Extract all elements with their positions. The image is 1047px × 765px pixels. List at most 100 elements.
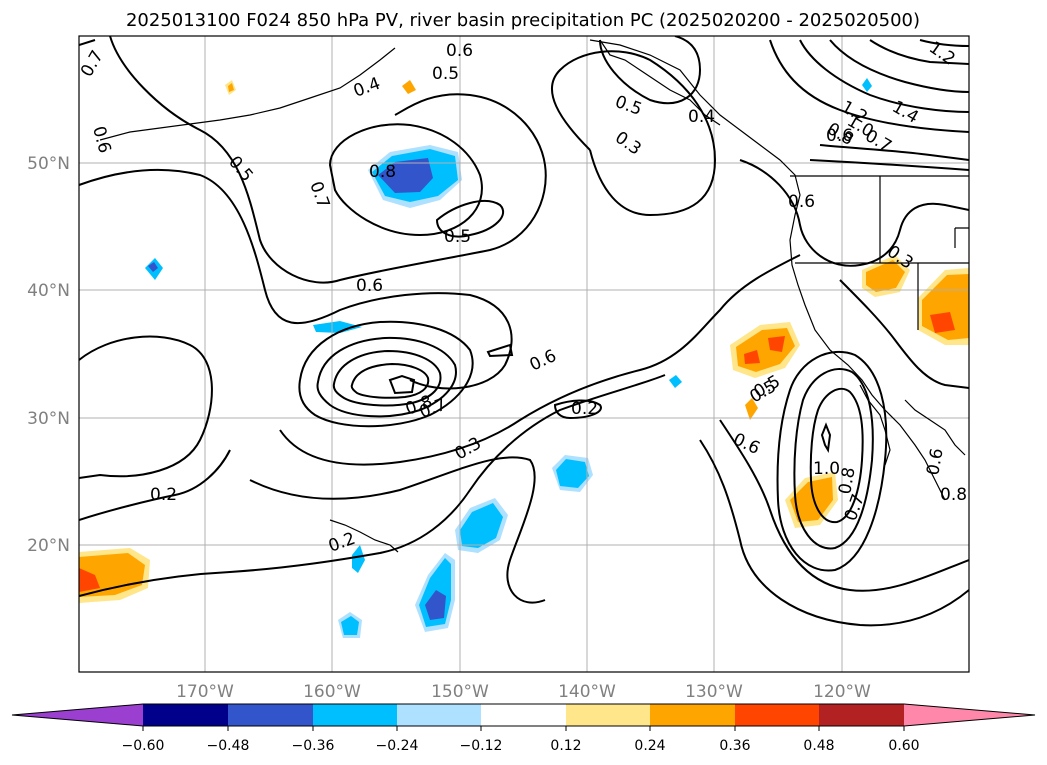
- contour-line: [550, 50, 717, 217]
- map-frame: [78, 35, 970, 673]
- contour-line: [799, 39, 969, 113]
- graticule: [79, 36, 969, 672]
- y-tick-labels: 50°N 40°N 30°N 20°N: [27, 154, 70, 556]
- contour-label: 0.5: [432, 64, 459, 84]
- contour-line: [298, 320, 474, 428]
- colorbar-bin: [650, 704, 735, 726]
- map-area: 0.7 0.6 0.5 0.6 0.4 0.5 0.5 0.8 0.7 0.5 …: [79, 36, 969, 672]
- x-tick-label: 130°W: [685, 682, 743, 702]
- contour-line: [79, 39, 96, 46]
- precip-anomaly-area: [745, 398, 758, 420]
- contour-line: [553, 399, 602, 420]
- colorbar-bin: [819, 704, 904, 726]
- precip-anomaly-area: [556, 459, 589, 488]
- contour-label: 0.6: [923, 447, 947, 477]
- state-border: [954, 227, 969, 248]
- y-tick-label: 30°N: [27, 409, 70, 429]
- colorbar-bin: [228, 704, 313, 726]
- contour-line: [599, 36, 702, 105]
- colorbar-bin: [566, 704, 650, 726]
- contour-line: [793, 368, 874, 550]
- contour-line: [249, 456, 546, 604]
- contour-line: [809, 387, 864, 524]
- contour-line: [350, 362, 430, 399]
- colorbar-over-extension: [904, 704, 1035, 726]
- contour-label: 0.8: [369, 162, 396, 182]
- y-tick-label: 40°N: [27, 281, 70, 301]
- precip-anomaly-area: [425, 590, 446, 620]
- contour-label: 0.8: [835, 466, 859, 496]
- contour-line: [919, 39, 969, 47]
- precip-anomaly-area: [768, 336, 785, 352]
- colorbar-bin: [481, 704, 566, 726]
- contour-line: [719, 419, 969, 592]
- coastline: [904, 399, 966, 456]
- contour-line: [79, 374, 666, 597]
- contour-line: [79, 335, 213, 479]
- coastline: [589, 39, 946, 501]
- precip-anomaly-area: [460, 503, 503, 548]
- colorbar-bin: [313, 704, 397, 726]
- y-tick-label: 20°N: [27, 536, 70, 556]
- contour-line: [829, 39, 969, 93]
- colorbar-tick-label: 0.48: [803, 738, 834, 754]
- contour-line: [769, 39, 969, 133]
- x-tick-label: 150°W: [431, 682, 489, 702]
- contour-label: 0.6: [356, 276, 383, 296]
- precip-anomaly-area: [930, 312, 955, 333]
- contour-line: [699, 439, 969, 627]
- precip-negative-shading: [145, 78, 872, 638]
- colorbar-tick-label: 0.36: [719, 738, 750, 754]
- contour-line: [316, 336, 457, 418]
- map-background: [79, 36, 969, 672]
- y-tick-label: 50°N: [27, 154, 70, 174]
- precip-anomaly-area: [866, 260, 905, 292]
- contour-line: [809, 159, 969, 171]
- x-tick-label: 170°W: [176, 682, 234, 702]
- precip-anomaly-area: [341, 616, 359, 635]
- precip-anomaly-area: [790, 477, 833, 522]
- contour-label: 1.0: [813, 459, 840, 479]
- colorbar-under-extension: [12, 704, 143, 726]
- x-tick-label: 120°W: [813, 682, 871, 702]
- colorbar-tick-label: −0.60: [122, 738, 165, 754]
- aleutian-islands: [99, 47, 396, 141]
- contour-line: [332, 349, 442, 407]
- contour-label: 0.2: [571, 399, 598, 419]
- contour-label: 0.8: [940, 485, 967, 505]
- figure-title: 2025013100 F024 850 hPa PV, river basin …: [126, 10, 920, 31]
- contour-line: [388, 374, 416, 395]
- colorbar: −0.60 −0.48 −0.36 −0.24 −0.12 0.12 0.24 …: [11, 703, 1036, 754]
- contour-line: [820, 422, 832, 453]
- coastline: [859, 384, 891, 466]
- hawaiian-islands: [329, 519, 399, 553]
- precip-anomaly-area: [378, 158, 433, 193]
- precip-anomaly-area: [744, 350, 760, 364]
- x-tick-labels: 170°W 160°W 150°W 140°W 130°W 120°W: [176, 682, 871, 702]
- colorbar-tick-label: −0.24: [376, 738, 419, 754]
- contour-label: 0.5: [444, 227, 471, 247]
- x-tick-label: 140°W: [558, 682, 616, 702]
- contour-line: [79, 168, 513, 390]
- contour-line: [739, 159, 969, 267]
- precip-anomaly-area: [79, 568, 100, 592]
- colorbar-bin: [143, 704, 228, 726]
- pv-contours: [79, 36, 969, 627]
- precip-anomaly-area: [862, 78, 872, 92]
- colorbar-tick-label: −0.48: [207, 738, 250, 754]
- precip-anomaly-area: [148, 262, 158, 272]
- contour-label: 0.4: [688, 107, 715, 127]
- contour-line: [328, 123, 483, 237]
- colorbar-ticks: [142, 726, 905, 731]
- precip-anomaly-area: [228, 83, 234, 92]
- contour-line: [435, 200, 505, 238]
- contour-label: 0.6: [446, 41, 473, 61]
- contour-line: [486, 343, 514, 358]
- contour-line: [869, 39, 969, 65]
- contour-line: [279, 254, 801, 466]
- contour-label: 0.6: [826, 126, 853, 146]
- colorbar-tick-label: −0.36: [292, 738, 335, 754]
- colorbar-tick-labels: −0.60 −0.48 −0.36 −0.24 −0.12 0.12 0.24 …: [122, 738, 920, 754]
- colorbar-tick-label: 0.60: [888, 738, 919, 754]
